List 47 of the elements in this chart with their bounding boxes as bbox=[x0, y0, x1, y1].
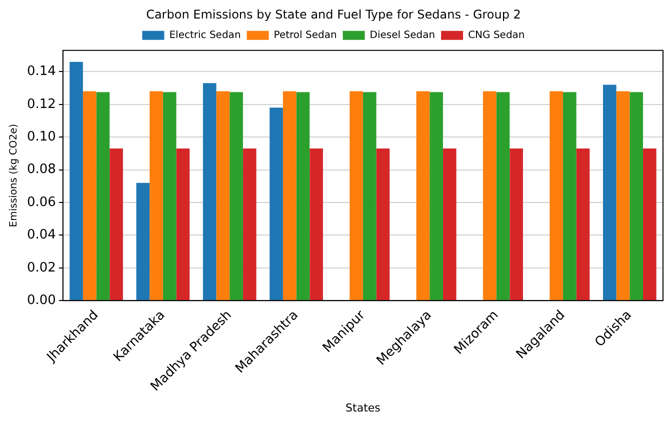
bar bbox=[230, 92, 243, 300]
y-tick-label: 0.02 bbox=[26, 260, 56, 276]
bar bbox=[416, 91, 430, 300]
bar bbox=[576, 148, 590, 300]
bar bbox=[202, 83, 216, 300]
y-tick-label: 0.12 bbox=[26, 96, 56, 112]
bar bbox=[150, 91, 163, 300]
chart-title: Carbon Emissions by State and Fuel Type for Sedans - Group 2 bbox=[146, 7, 521, 22]
y-tick-label: 0.00 bbox=[26, 293, 56, 308]
legend-label: CNG Sedan bbox=[468, 30, 525, 41]
legend-label: Petrol Sedan bbox=[274, 30, 337, 41]
bar bbox=[643, 148, 656, 300]
bar bbox=[310, 148, 323, 300]
bar bbox=[176, 148, 190, 300]
bar bbox=[482, 91, 496, 300]
bar bbox=[350, 91, 363, 300]
bar bbox=[110, 148, 123, 300]
y-tick-label: 0.08 bbox=[26, 162, 56, 178]
bar bbox=[162, 92, 176, 300]
legend-label: Electric Sedan bbox=[169, 30, 241, 41]
bar bbox=[550, 91, 563, 300]
y-tick-label: 0.06 bbox=[26, 194, 56, 210]
y-tick-label: 0.04 bbox=[26, 228, 56, 243]
bar bbox=[442, 148, 456, 300]
y-tick-label: 0.14 bbox=[26, 64, 56, 80]
x-axis-title: States bbox=[346, 401, 381, 414]
bar bbox=[630, 92, 643, 300]
legend-label: Diesel Sedan bbox=[370, 30, 436, 41]
bar bbox=[602, 84, 616, 300]
bar bbox=[70, 62, 83, 300]
bar bbox=[282, 91, 296, 300]
y-axis-title: Emissions (kg CO2e) bbox=[8, 124, 20, 228]
bar bbox=[430, 92, 443, 300]
bar bbox=[136, 182, 150, 300]
bar bbox=[270, 108, 283, 300]
bar bbox=[376, 148, 390, 300]
bar bbox=[562, 92, 576, 300]
bar bbox=[616, 91, 630, 300]
bar bbox=[216, 91, 230, 300]
bar bbox=[96, 92, 110, 300]
bar bbox=[242, 148, 256, 300]
bar bbox=[82, 91, 96, 300]
bar bbox=[496, 92, 510, 300]
bar bbox=[510, 148, 523, 300]
bar bbox=[296, 92, 310, 300]
y-tick-label: 0.10 bbox=[26, 129, 56, 144]
bar bbox=[362, 92, 376, 300]
